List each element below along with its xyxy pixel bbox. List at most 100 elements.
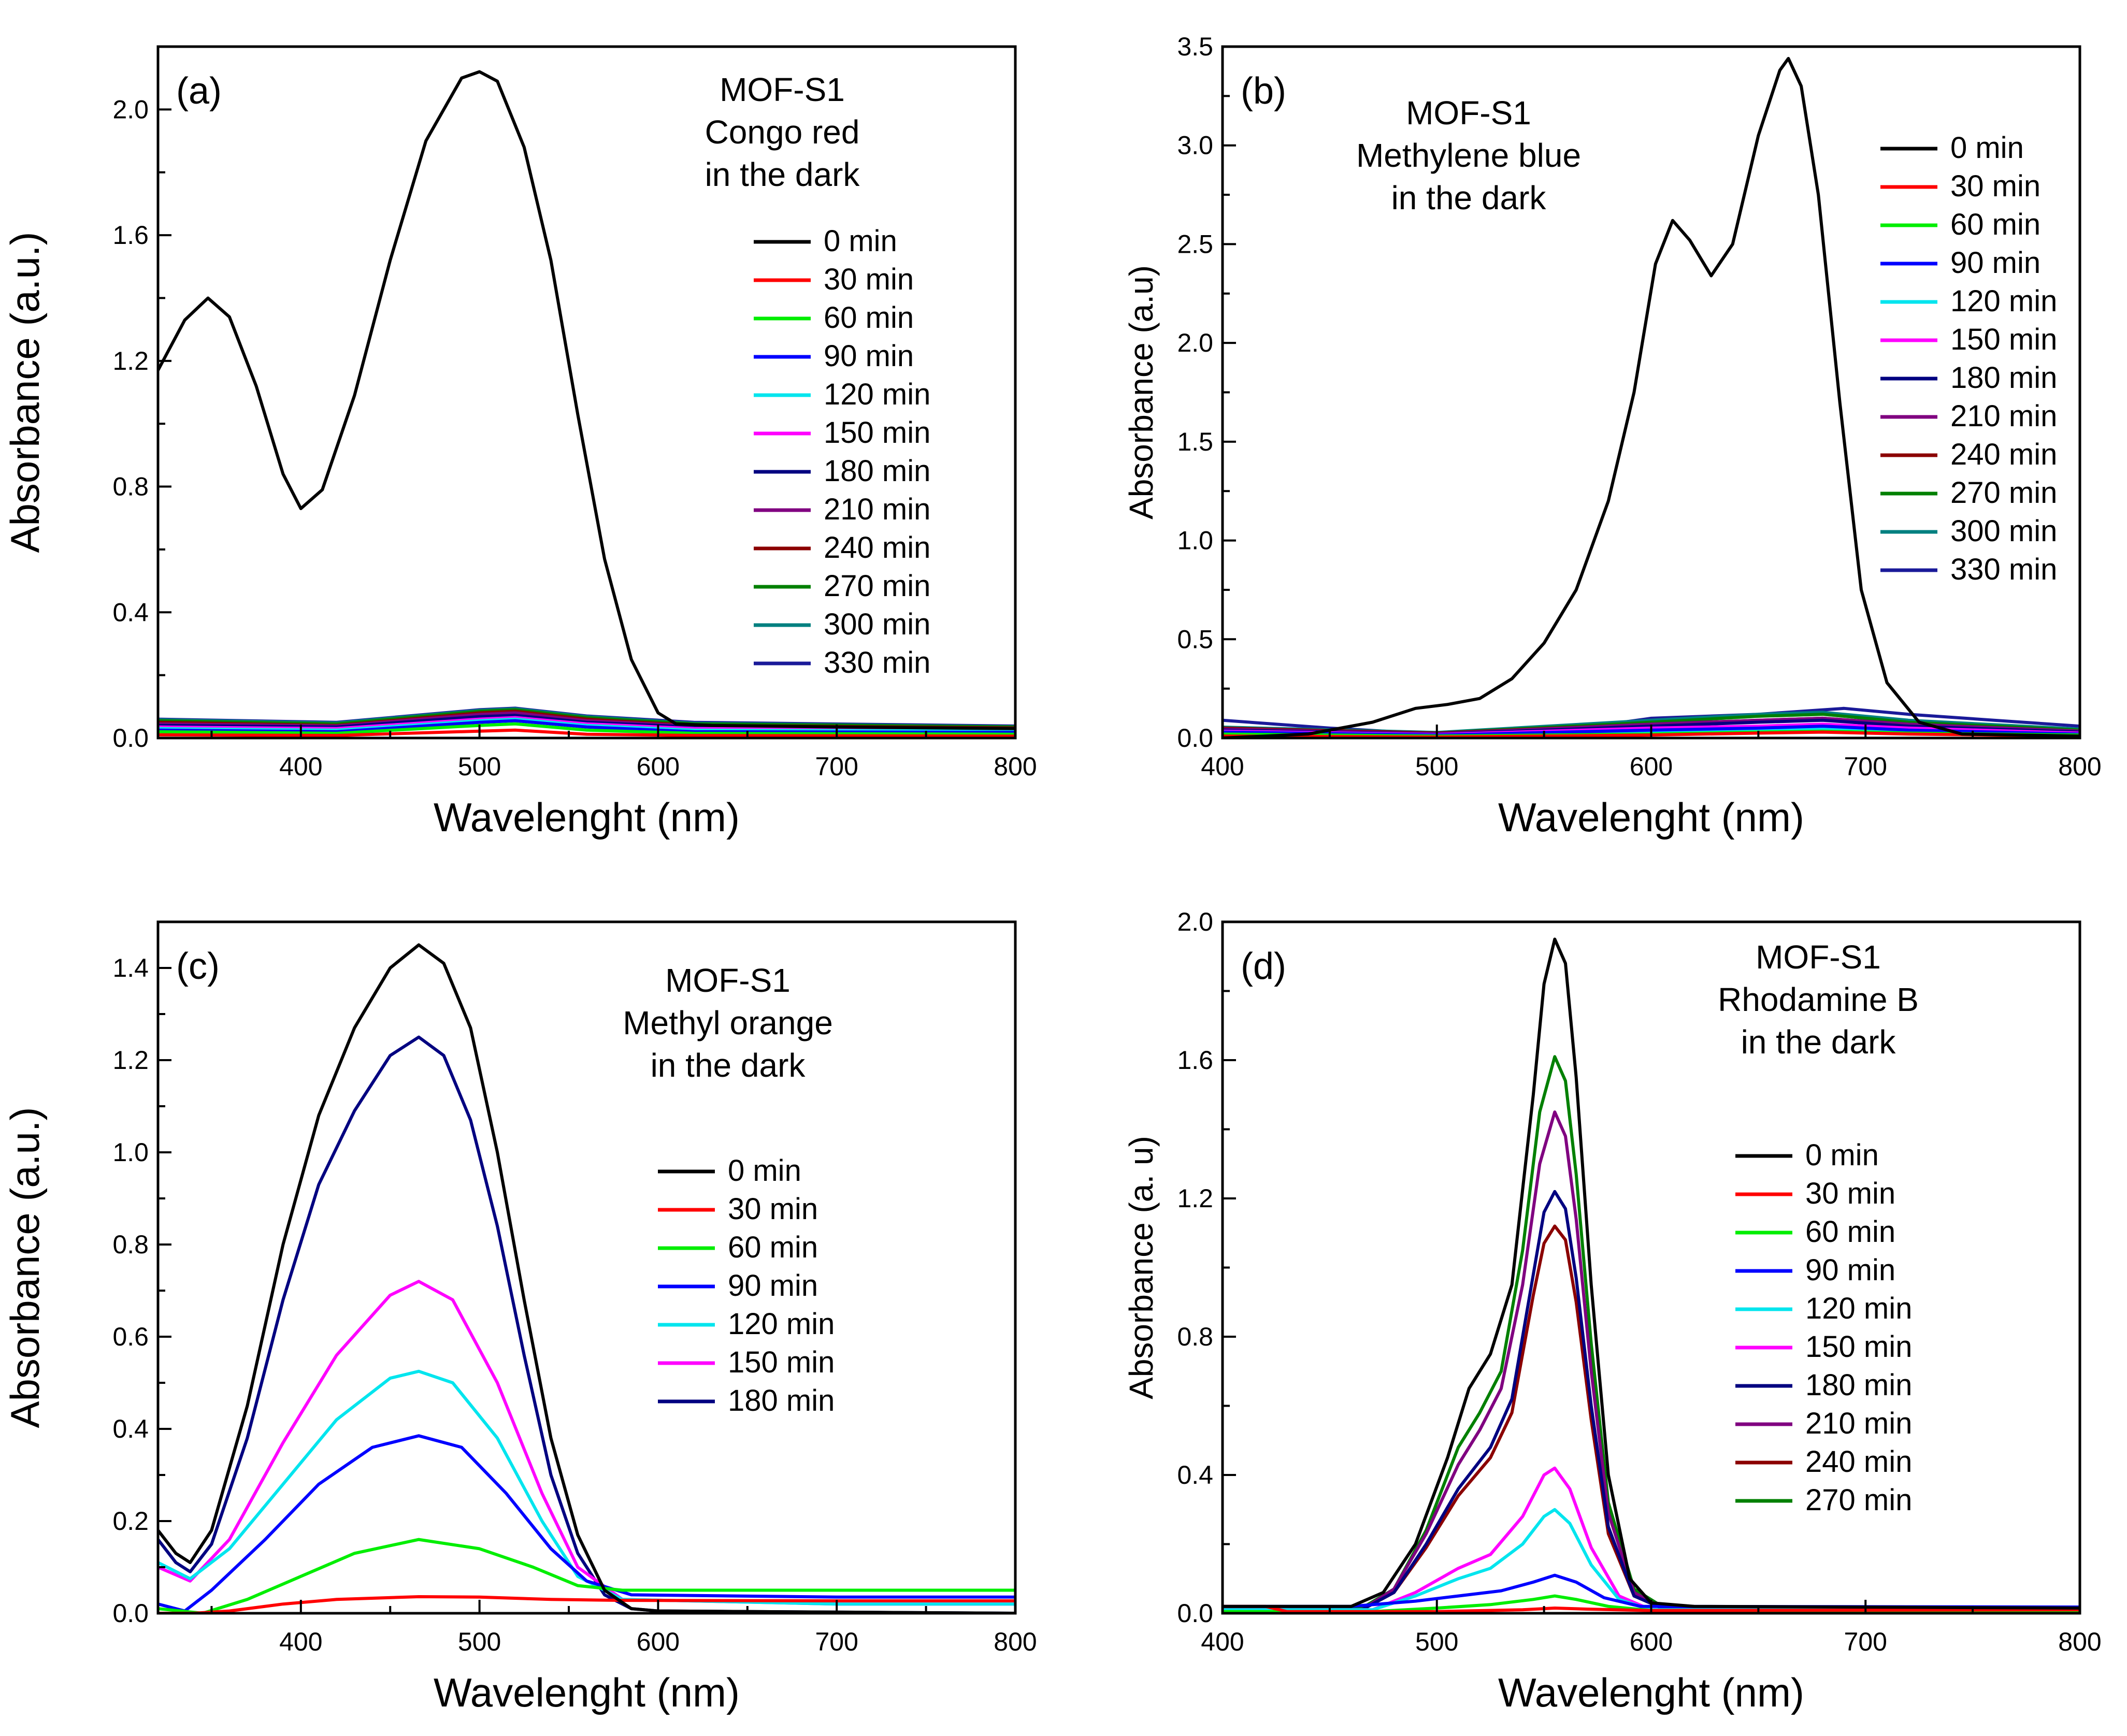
legend: 0 min 30 min 60 min 90 min 120 min 150 min 180… [1735,1138,1912,1517]
legend-entry: 30 min [824,263,914,296]
panel-label: (a) [176,70,222,112]
annotation-line: Rhodamine B [1718,981,1919,1018]
annotation-line: in the dark [651,1047,806,1084]
y-tick-label: 1.0 [1177,526,1213,555]
annotation-line: MOF-S1 [720,71,845,108]
x-tick-label: 800 [2058,752,2101,781]
y-tick-label: 1.4 [112,953,149,982]
y-tick-label: 0.0 [112,1599,149,1628]
plot-frame [156,45,1017,740]
annotation-line: Methyl orange [623,1004,833,1041]
legend-entry: 60 min [824,301,914,335]
legend-entry: 180 min [728,1384,835,1417]
panel-label: (d) [1241,946,1286,987]
x-axis-label: Wavelenght (nm) [1498,1670,1804,1715]
legend-entry: 0 min [728,1154,801,1188]
plot-frame [1221,920,2081,1615]
series-line-6 [158,1035,1015,1613]
y-tick-label: 0.4 [112,1414,149,1443]
panel-label: (c) [176,946,220,987]
legend-entry: 120 min [1805,1292,1912,1325]
legend-entry: 150 min [824,416,930,450]
y-tick-label: 1.2 [1177,1184,1213,1213]
y-tick-label: 0.8 [112,472,149,501]
annotation-line: in the dark [705,156,860,193]
legend-entry: 0 min [1950,131,2024,165]
x-axis-label: Wavelenght (nm) [434,1670,740,1715]
legend-entry: 210 min [1950,399,2057,433]
legend-entry: 270 min [1950,476,2057,510]
x-tick-label: 400 [279,752,322,781]
x-tick-label: 800 [2058,1627,2101,1656]
y-tick-label: 0.6 [112,1322,149,1351]
legend-entry: 300 min [1950,514,2057,548]
x-tick-label: 600 [637,1627,680,1656]
y-tick-label: 2.0 [112,95,149,124]
legend-entry: 150 min [1950,323,2057,356]
x-tick-label: 500 [1415,1627,1458,1656]
x-tick-label: 700 [815,752,858,781]
legend-entry: 150 min [728,1346,835,1379]
legend-entry: 240 min [824,531,930,565]
series-line-1 [158,728,1015,738]
legend-entry: 0 min [1805,1138,1879,1172]
x-tick-label: 800 [994,752,1037,781]
legend-entry: 30 min [1950,169,2040,203]
series-line-8 [1223,1224,2080,1612]
y-tick-label: 0.0 [1177,724,1213,753]
y-axis-label: Absorbance (a.u.) [2,1107,48,1428]
legend-entry: 270 min [824,569,930,603]
series-line-6 [1223,1190,2080,1612]
y-tick-label: 0.4 [1177,1460,1213,1489]
legend-entry: 300 min [824,607,930,641]
y-tick-label: 1.2 [112,346,149,375]
x-tick-label: 400 [1201,1627,1244,1656]
y-tick-label: 1.5 [1177,427,1213,456]
series-line-0 [1223,56,2080,738]
y-tick-label: 0.2 [112,1507,149,1536]
y-tick-label: 0.8 [112,1230,149,1259]
legend: 0 min 30 min 60 min 90 min 120 min 150 min 180… [754,224,930,679]
plot-area [158,70,1015,738]
legend-entry: 90 min [824,339,914,373]
y-tick-label: 2.0 [1177,328,1213,357]
series-line-5 [1223,1466,2080,1612]
x-tick-label: 700 [1844,752,1887,781]
x-tick-label: 700 [815,1627,858,1656]
y-tick-label: 0.5 [1177,625,1213,654]
series-line-2 [1223,1594,2080,1613]
legend-entry: 210 min [824,493,930,526]
x-tick-label: 800 [994,1627,1037,1656]
legend-entry: 30 min [728,1192,818,1226]
chart-panel-0: 400 500 600 700 800 0.0 0.4 0.8 1.2 1.6 2.0 Wavelen… [2,45,1037,840]
y-tick-label: 0.0 [112,724,149,753]
annotation-line: Methylene blue [1356,137,1581,174]
legend-entry: 120 min [824,378,930,411]
legend-entry: 60 min [1950,208,2040,241]
x-tick-label: 500 [458,752,501,781]
series-line-2 [158,722,1015,736]
legend-entry: 90 min [1805,1253,1895,1287]
x-axis-label: Wavelenght (nm) [434,794,740,840]
panel-label: (b) [1241,70,1286,112]
chart-panel-2: 400 500 600 700 800 0.0 0.2 0.4 0.6 0.8 1.0 1.2 1.4 W… [2,920,1037,1715]
annotation-line: MOF-S1 [1756,938,1881,976]
y-axis-label: Absorbance (a.u.) [2,232,48,553]
y-tick-label: 1.0 [112,1138,149,1167]
annotation-line: MOF-S1 [665,962,791,999]
legend-entry: 30 min [1805,1177,1895,1210]
legend-entry: 180 min [1950,361,2057,395]
plot-area [1223,937,2080,1613]
x-tick-label: 400 [1201,752,1244,781]
chart-panel-1: 400 500 600 700 800 0.0 0.5 1.0 1.5 2.0 2.5 3.0 3.5 W… [1123,32,2102,840]
legend-entry: 270 min [1805,1483,1912,1517]
legend-entry: 60 min [1805,1215,1895,1249]
legend-entry: 330 min [1950,553,2057,586]
legend-entry: 90 min [728,1269,818,1303]
y-axis-label: Absorbance (a.u) [1123,265,1160,519]
legend-entry: 0 min [824,224,897,258]
legend-entry: 180 min [824,454,930,488]
series-line-3 [1223,1573,2080,1609]
y-tick-label: 3.5 [1177,32,1213,61]
